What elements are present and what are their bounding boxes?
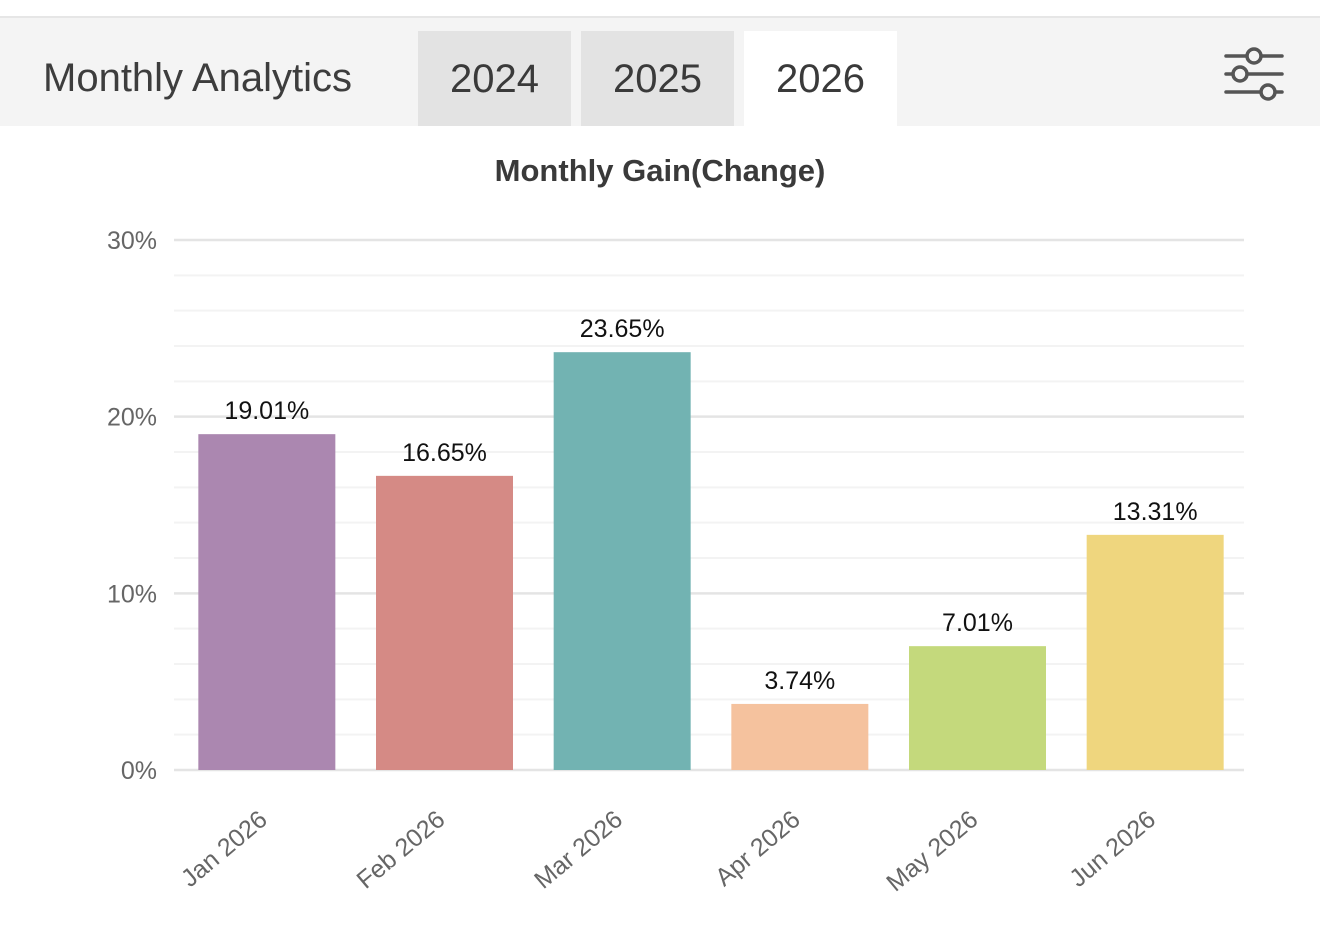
x-tick-label: Feb 2026 xyxy=(351,805,450,894)
y-tick-label: 30% xyxy=(107,227,157,255)
bar xyxy=(376,475,513,770)
data-label: 19.01% xyxy=(224,397,309,425)
data-label: 3.74% xyxy=(764,667,835,695)
y-tick-label: 0% xyxy=(121,757,157,785)
header-bar: Monthly Analytics 2024 2025 2026 xyxy=(0,18,1320,126)
tab-2026[interactable]: 2026 xyxy=(744,31,897,126)
bar-chart: Monthly Gain(Change) 0% 10% 20% 30% 19.01% Jan… xyxy=(107,153,1244,897)
x-tick-label: Jan 2026 xyxy=(176,805,273,893)
x-tick-label: Jun 2026 xyxy=(1064,805,1161,893)
bar xyxy=(553,352,691,770)
bar xyxy=(909,646,1046,770)
data-label: 13.31% xyxy=(1113,498,1198,526)
y-tick-label: 10% xyxy=(107,580,157,608)
filter-button[interactable] xyxy=(1218,44,1290,104)
sliders-icon xyxy=(1224,47,1284,101)
tab-2025[interactable]: 2025 xyxy=(581,31,734,126)
page-title: Monthly Analytics xyxy=(43,56,353,100)
data-label: 16.65% xyxy=(402,439,487,467)
top-divider xyxy=(0,16,1320,18)
data-label: 7.01% xyxy=(942,609,1013,637)
bar xyxy=(1086,534,1224,770)
x-tick-label: Apr 2026 xyxy=(710,805,806,892)
chart-title: Monthly Gain(Change) xyxy=(495,153,826,188)
tab-2024[interactable]: 2024 xyxy=(418,31,571,126)
data-label: 23.65% xyxy=(580,315,665,343)
bar xyxy=(731,703,869,770)
bar xyxy=(198,434,336,770)
x-tick-label: May 2026 xyxy=(881,805,983,897)
y-tick-label: 20% xyxy=(107,404,157,432)
chart-container: Monthly Gain(Change) 0% 10% 20% 30% 19.01% Jan… xyxy=(0,126,1320,951)
x-tick-label: Mar 2026 xyxy=(529,805,628,894)
